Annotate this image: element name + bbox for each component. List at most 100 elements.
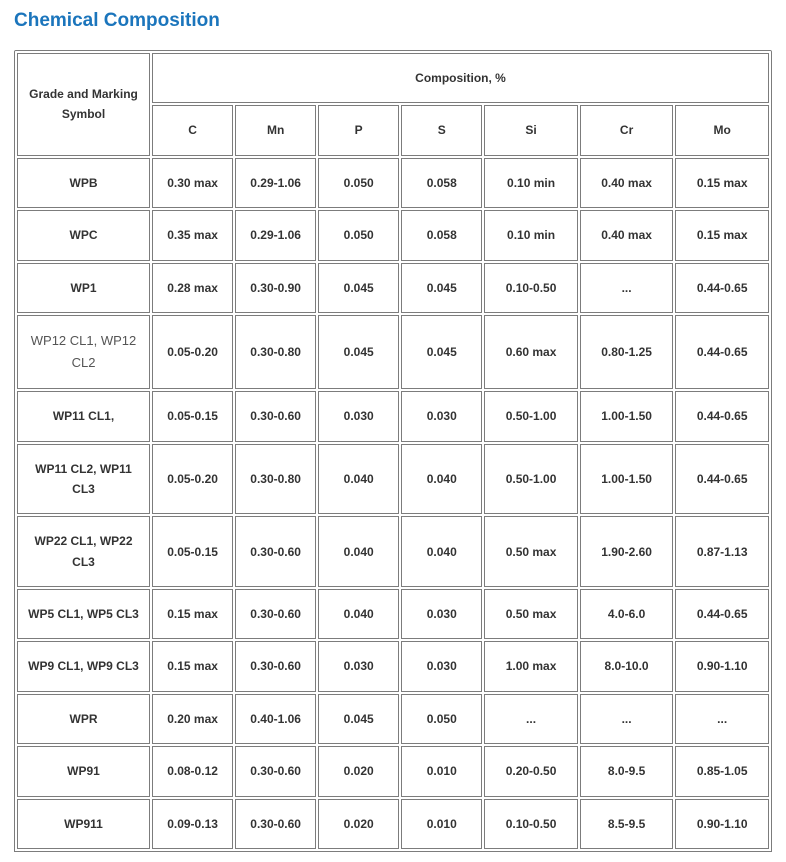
value-cell: 0.09-0.13 [152,799,233,849]
value-cell: 0.50-1.00 [484,444,578,515]
grade-cell: WPC [17,210,150,260]
grade-cell: WP11 CL1, [17,391,150,441]
grade-cell: WP9 CL1, WP9 CL3 [17,641,150,691]
value-cell: 0.30-0.60 [235,516,316,587]
value-cell: 0.020 [318,799,399,849]
composition-table-wrap: Grade and Marking Symbol Composition, % … [14,50,772,852]
value-cell: 8.0-9.5 [580,746,674,796]
value-cell: 0.30-0.80 [235,444,316,515]
value-cell: 0.40-1.06 [235,694,316,744]
value-cell: 0.045 [318,315,399,389]
value-cell: 0.058 [401,158,482,208]
value-cell: ... [580,694,674,744]
grade-cell: WP11 CL2, WP11 CL3 [17,444,150,515]
grade-cell: WP91 [17,746,150,796]
value-cell: 0.040 [318,589,399,639]
value-cell: 0.040 [401,516,482,587]
value-cell: 0.44-0.65 [675,391,769,441]
value-cell: 0.040 [318,516,399,587]
value-cell: 0.10 min [484,210,578,260]
value-cell: 0.50 max [484,589,578,639]
value-cell: 0.40 max [580,158,674,208]
value-cell: 0.010 [401,746,482,796]
grade-cell: WP12 CL1, WP12 CL2 [17,315,150,389]
value-cell: 0.87-1.13 [675,516,769,587]
value-cell: 0.29-1.06 [235,158,316,208]
value-cell: 0.030 [401,589,482,639]
value-cell: 0.30-0.60 [235,746,316,796]
value-cell: 0.05-0.15 [152,516,233,587]
value-cell: 4.0-6.0 [580,589,674,639]
header-col-mn: Mn [235,105,316,155]
value-cell: 0.28 max [152,263,233,313]
value-cell: 0.10-0.50 [484,263,578,313]
value-cell: 0.30-0.80 [235,315,316,389]
value-cell: 0.05-0.20 [152,315,233,389]
value-cell: 8.0-10.0 [580,641,674,691]
value-cell: 1.00-1.50 [580,444,674,515]
value-cell: 8.5-9.5 [580,799,674,849]
value-cell: 0.050 [401,694,482,744]
value-cell: 0.020 [318,746,399,796]
value-cell: 1.00 max [484,641,578,691]
value-cell: 0.045 [401,315,482,389]
table-row: WP9 CL1, WP9 CL30.15 max0.30-0.600.0300.… [17,641,769,691]
value-cell: 1.90-2.60 [580,516,674,587]
grade-cell: WP5 CL1, WP5 CL3 [17,589,150,639]
value-cell: 0.60 max [484,315,578,389]
value-cell: 0.44-0.65 [675,315,769,389]
value-cell: 0.050 [318,210,399,260]
value-cell: 0.045 [318,263,399,313]
value-cell: 0.40 max [580,210,674,260]
table-row: WPB0.30 max0.29-1.060.0500.0580.10 min0.… [17,158,769,208]
value-cell: 0.44-0.65 [675,589,769,639]
value-cell: 0.030 [318,391,399,441]
value-cell: 0.030 [401,641,482,691]
value-cell: 0.85-1.05 [675,746,769,796]
value-cell: 0.15 max [152,641,233,691]
grade-cell: WP911 [17,799,150,849]
value-cell: 0.20-0.50 [484,746,578,796]
header-col-c: C [152,105,233,155]
header-col-p: P [318,105,399,155]
value-cell: 0.15 max [675,158,769,208]
table-row: WP11 CL1,0.05-0.150.30-0.600.0300.0300.5… [17,391,769,441]
page-title: Chemical Composition [14,10,772,32]
grade-cell: WP22 CL1, WP22 CL3 [17,516,150,587]
header-grade: Grade and Marking Symbol [17,53,150,156]
grade-cell: WPB [17,158,150,208]
value-cell: 0.35 max [152,210,233,260]
table-row: WPC0.35 max0.29-1.060.0500.0580.10 min0.… [17,210,769,260]
table-row: WP12 CL1, WP12 CL20.05-0.200.30-0.800.04… [17,315,769,389]
value-cell: 0.045 [401,263,482,313]
value-cell: 0.90-1.10 [675,799,769,849]
value-cell: 0.010 [401,799,482,849]
table-row: WP10.28 max0.30-0.900.0450.0450.10-0.50.… [17,263,769,313]
value-cell: 0.058 [401,210,482,260]
header-col-cr: Cr [580,105,674,155]
table-row: WP22 CL1, WP22 CL30.05-0.150.30-0.600.04… [17,516,769,587]
value-cell: 0.30-0.60 [235,391,316,441]
header-col-si: Si [484,105,578,155]
value-cell: ... [484,694,578,744]
value-cell: 0.30-0.60 [235,641,316,691]
value-cell: 0.10-0.50 [484,799,578,849]
value-cell: 0.15 max [675,210,769,260]
table-row: WP11 CL2, WP11 CL30.05-0.200.30-0.800.04… [17,444,769,515]
table-row: WP5 CL1, WP5 CL30.15 max0.30-0.600.0400.… [17,589,769,639]
value-cell: 0.030 [401,391,482,441]
header-col-mo: Mo [675,105,769,155]
value-cell: 0.30-0.60 [235,799,316,849]
table-row: WP9110.09-0.130.30-0.600.0200.0100.10-0.… [17,799,769,849]
value-cell: 0.045 [318,694,399,744]
value-cell: 0.15 max [152,589,233,639]
header-composition: Composition, % [152,53,769,103]
value-cell: 1.00-1.50 [580,391,674,441]
value-cell: 0.05-0.20 [152,444,233,515]
value-cell: 0.30 max [152,158,233,208]
value-cell: 0.050 [318,158,399,208]
grade-cell: WPR [17,694,150,744]
value-cell: 0.30-0.60 [235,589,316,639]
value-cell: 0.040 [318,444,399,515]
value-cell: 0.030 [318,641,399,691]
